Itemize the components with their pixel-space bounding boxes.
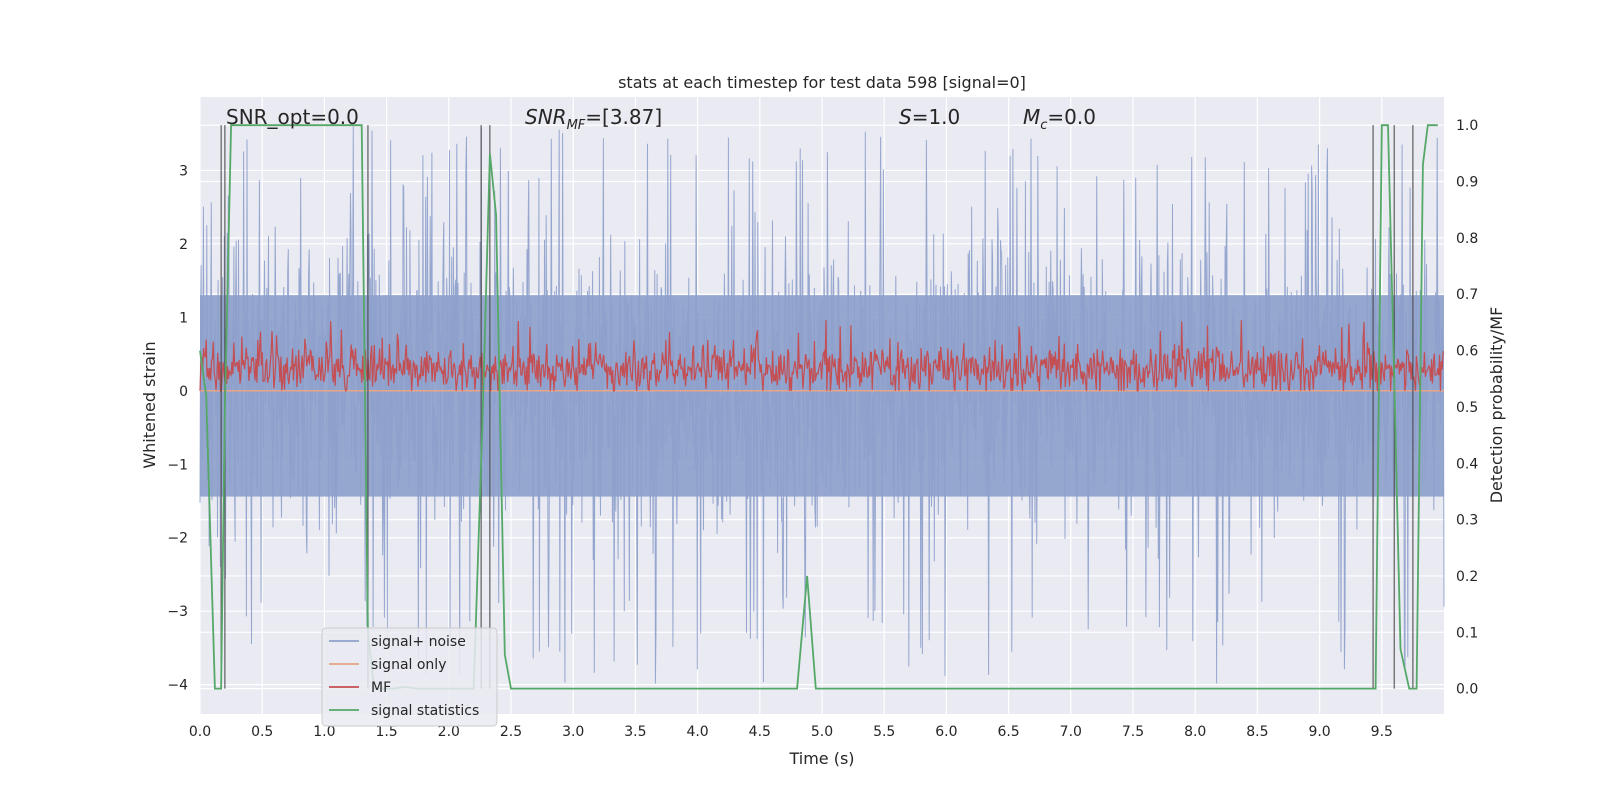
y-right-tick-label: 0.4 bbox=[1456, 456, 1478, 472]
x-tick-label: 3.5 bbox=[624, 724, 646, 740]
legend-label-mf: MF bbox=[371, 680, 391, 696]
y-right-tick-label: 0.0 bbox=[1456, 682, 1478, 698]
x-axis-label: Time (s) bbox=[788, 749, 854, 768]
y-right-tick-label: 0.3 bbox=[1456, 513, 1478, 529]
y-axis-right-label: Detection probability/MF bbox=[1487, 307, 1506, 504]
x-tick-label: 5.5 bbox=[873, 724, 895, 740]
mf-line bbox=[199, 320, 1445, 393]
y-right-tick-label: 0.8 bbox=[1456, 231, 1478, 247]
legend-label-signal-noise: signal+ noise bbox=[371, 634, 466, 650]
y-right-tick-label: 0.9 bbox=[1456, 175, 1478, 191]
y-right-tick-label: 0.1 bbox=[1456, 625, 1478, 641]
legend-label-signal-statistics: signal statistics bbox=[371, 703, 479, 719]
x-tick-label: 4.0 bbox=[686, 724, 708, 740]
x-tick-label: 5.0 bbox=[811, 724, 833, 740]
annotation-snr-mf: SNRMF=[3.87] bbox=[525, 105, 662, 133]
y-right-tick-label: 1.0 bbox=[1456, 118, 1478, 134]
x-tick-label: 7.0 bbox=[1060, 724, 1082, 740]
tick-labels: 0.0 0.5 1.0 1.5 2.0 2.5 3.0 3.5 4.0 4.5 5.0 5.5 6.0 6… bbox=[167, 118, 1478, 740]
annotations: SNR_opt=0.0 SNRMF=[3.87] S=1.0 Mc=0.0 bbox=[226, 105, 1096, 133]
x-tick-label: 9.5 bbox=[1371, 724, 1393, 740]
legend-box bbox=[321, 627, 498, 727]
y-axis-label: Whitened strain bbox=[140, 341, 159, 468]
y-right-tick-label: 0.7 bbox=[1456, 287, 1478, 303]
y-tick-label: 2 bbox=[179, 237, 188, 253]
y-tick-label: 0 bbox=[179, 384, 188, 400]
x-tick-label: 1.0 bbox=[313, 724, 335, 740]
x-tick-label: 7.5 bbox=[1122, 724, 1144, 740]
x-tick-label: 2.5 bbox=[500, 724, 522, 740]
y-tick-label: −4 bbox=[167, 678, 188, 694]
legend-label-signal-only: signal only bbox=[371, 657, 446, 673]
x-tick-label: 3.0 bbox=[562, 724, 584, 740]
signal-noise-line bbox=[199, 126, 1445, 684]
signal-statistics-layer bbox=[199, 124, 1438, 690]
y-tick-label: −1 bbox=[167, 457, 188, 473]
signal-statistics-line bbox=[199, 124, 1438, 690]
annotation-s: S=1.0 bbox=[899, 105, 960, 129]
series-layer bbox=[199, 126, 1445, 684]
x-tick-label: 0.0 bbox=[189, 724, 211, 740]
y-right-tick-label: 0.2 bbox=[1456, 569, 1478, 585]
x-tick-label: 4.5 bbox=[749, 724, 771, 740]
x-tick-label: 9.0 bbox=[1308, 724, 1330, 740]
y-tick-label: −3 bbox=[167, 604, 188, 620]
legend: signal+ noise signal only MF signal stat… bbox=[321, 627, 498, 727]
y-tick-label: −2 bbox=[167, 531, 188, 547]
x-tick-label: 0.5 bbox=[251, 724, 273, 740]
annotation-mc: Mc=0.0 bbox=[1023, 105, 1096, 133]
x-tick-label: 6.5 bbox=[997, 724, 1019, 740]
y-tick-label: 3 bbox=[179, 163, 188, 179]
x-tick-label: 8.0 bbox=[1184, 724, 1206, 740]
x-tick-label: 6.0 bbox=[935, 724, 957, 740]
x-tick-label: 8.5 bbox=[1246, 724, 1268, 740]
y-right-tick-label: 0.6 bbox=[1456, 344, 1478, 360]
chart-title: stats at each timestep for test data 598… bbox=[618, 73, 1026, 92]
y-tick-label: 1 bbox=[179, 310, 188, 326]
x-tick-label: 1.5 bbox=[375, 724, 397, 740]
annotation-snr-opt: SNR_opt=0.0 bbox=[226, 105, 359, 129]
y-right-tick-label: 0.5 bbox=[1456, 400, 1478, 416]
x-tick-label: 2.0 bbox=[438, 724, 460, 740]
